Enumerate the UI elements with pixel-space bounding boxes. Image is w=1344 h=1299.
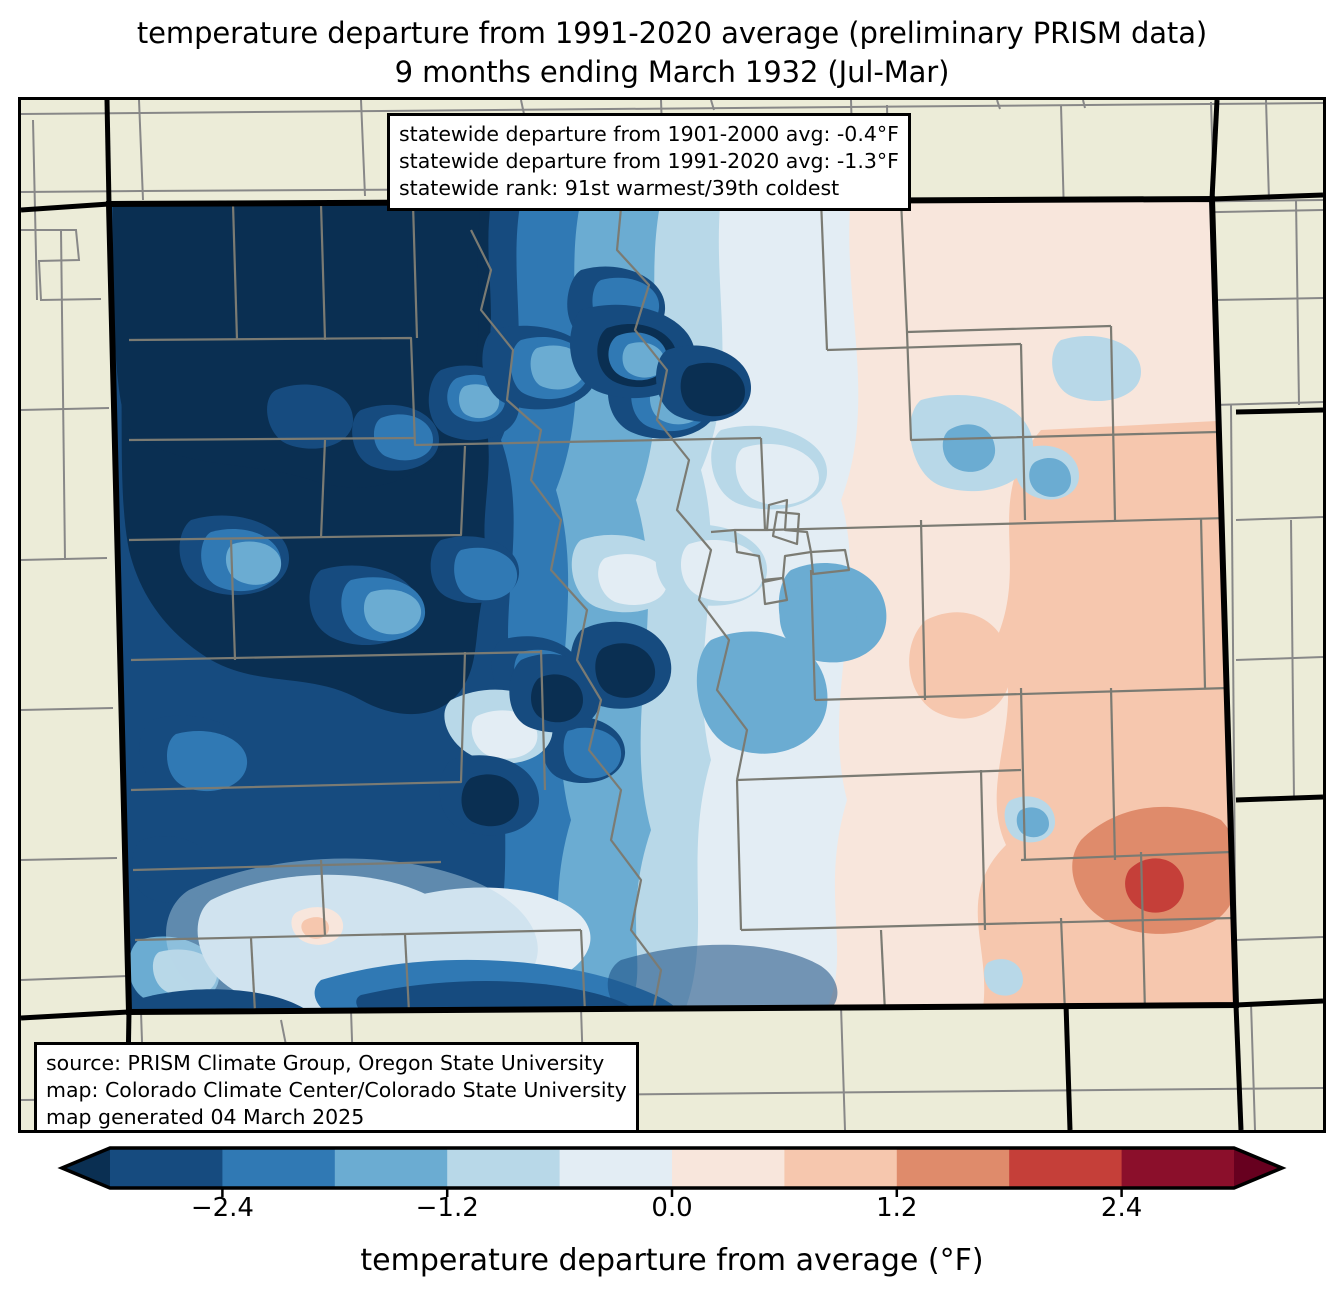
warm-spot-n1 xyxy=(845,285,956,349)
map-panel: statewide departure from 1901-2000 avg: … xyxy=(18,97,1326,1133)
band-warm-0.6to1.2b xyxy=(909,612,1012,719)
colorbar-tick-labels: −2.4 −1.2 0.0 1.2 2.4 xyxy=(0,1193,1344,1233)
colorbar-segment xyxy=(1121,1148,1235,1188)
band-warm-2.4to3.0 xyxy=(1125,858,1184,913)
source-line-2: map: Colorado Climate Center/Colorado St… xyxy=(46,1078,627,1102)
cold-tongue-2b xyxy=(531,674,583,723)
colorbar-swatches xyxy=(57,1146,1287,1197)
sw-corner-cold xyxy=(129,989,312,1012)
colorado-anomaly-map xyxy=(21,100,1323,1130)
colorbar: −2.4 −1.2 0.0 1.2 2.4 xyxy=(0,1143,1344,1223)
title-line-2: 9 months ending March 1932 (Jul-Mar) xyxy=(394,55,950,89)
colorbar-segment xyxy=(896,1148,1010,1188)
front-range-dot xyxy=(779,584,858,653)
stats-line-1: statewide departure from 1901-2000 avg: … xyxy=(399,122,899,146)
se-cold-band xyxy=(607,944,838,1012)
colorbar-outline xyxy=(57,1146,1287,1190)
cool-island-c2 xyxy=(696,631,828,754)
title-line-1: temperature departure from 1991-2020 ave… xyxy=(136,16,1208,50)
sw-light-core-warm2 xyxy=(301,917,329,939)
colorbar-tick-label: 1.2 xyxy=(876,1193,918,1223)
page-title: temperature departure from 1991-2020 ave… xyxy=(0,14,1344,92)
colorbar-tick-label: −2.4 xyxy=(190,1193,254,1223)
cool-island-ne1-core xyxy=(942,424,996,472)
source-line-1: source: PRISM Climate Group, Oregon Stat… xyxy=(46,1051,605,1075)
colorbar-tick-label: 0.0 xyxy=(651,1193,693,1223)
statewide-stats-box: statewide departure from 1901-2000 avg: … xyxy=(387,113,911,211)
nc-cold-4 xyxy=(622,342,665,378)
colorado-county-lines xyxy=(128,199,1234,1012)
colorbar-extend-low xyxy=(62,1148,110,1188)
denver-pale2 xyxy=(735,443,819,506)
cool-island-ne3 xyxy=(1052,335,1141,402)
colorbar-tick-label: 2.4 xyxy=(1100,1193,1143,1223)
colorbar-axis-label: temperature departure from average (°F) xyxy=(360,1243,984,1278)
source-attribution-box: source: PRISM Climate Group, Oregon Stat… xyxy=(34,1042,639,1130)
colorbar-segment xyxy=(1009,1148,1123,1188)
mid-light-ribbon2 xyxy=(471,710,538,759)
colorbar-segment xyxy=(334,1148,448,1188)
colorbar-segment xyxy=(559,1148,673,1188)
colorbar-segment xyxy=(672,1148,785,1188)
stats-line-3: statewide rank: 91st warmest/39th coldes… xyxy=(399,176,840,200)
cold-tongue-3b xyxy=(461,774,519,827)
band-warm-0.6to1.2 xyxy=(977,420,1236,1012)
cool-island-se2 xyxy=(984,959,1023,996)
colorbar-segment xyxy=(447,1148,561,1188)
cool-island-ne2-core xyxy=(1029,458,1071,497)
colorbar-segment xyxy=(784,1148,898,1188)
nc-cold-6 xyxy=(680,362,745,417)
cold-tongue-1b xyxy=(595,643,656,698)
stats-line-2: statewide departure from 1991-2020 avg: … xyxy=(399,149,899,173)
source-line-3: map generated 04 March 2025 xyxy=(46,1105,365,1129)
colorbar-segment xyxy=(222,1148,336,1188)
mid-light-ribbon4 xyxy=(598,554,668,606)
colorbar-extend-high xyxy=(1234,1148,1282,1188)
temperature-anomaly-field xyxy=(109,199,1236,1012)
colorbar-tick-label: −1.2 xyxy=(415,1193,479,1223)
neighbor-state-borders xyxy=(21,100,1323,1130)
colorbar-segment xyxy=(110,1148,223,1188)
